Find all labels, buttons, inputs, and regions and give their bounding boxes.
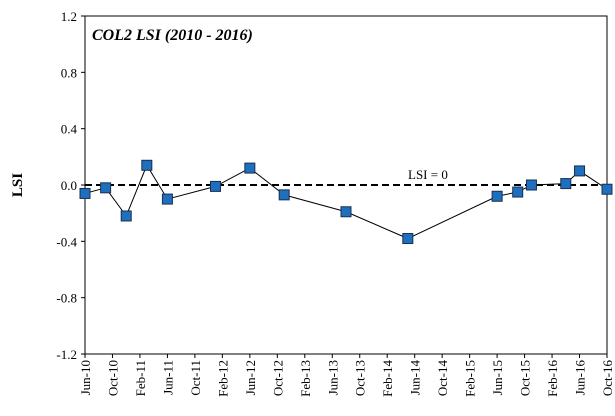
series-line (84, 164, 608, 240)
x-tick-label: Oct-16 (600, 360, 615, 397)
x-tick-label: Oct-10 (105, 360, 120, 396)
y-tick-label: 0.0 (61, 178, 77, 193)
x-tick-label: Feb-11 (133, 360, 148, 396)
y-tick-label: 0.4 (61, 122, 78, 137)
marker (161, 193, 173, 205)
x-tick-label: Jun-13 (325, 360, 340, 395)
y-tick-label: 0.8 (61, 65, 77, 80)
marker (244, 162, 256, 174)
marker (525, 179, 537, 191)
x-tick-label: Jun-12 (243, 360, 258, 395)
x-tick-label: Oct-14 (435, 360, 450, 397)
y-axis-label: LSI (10, 173, 26, 197)
y-tick-label: -0.4 (56, 234, 77, 249)
x-tick-label: Jun-15 (490, 360, 505, 395)
x-tick-label: Oct-12 (270, 360, 285, 396)
reference-label: LSI = 0 (408, 167, 448, 182)
y-tick-label: -0.8 (56, 291, 77, 306)
x-tick-label: Feb-14 (380, 360, 395, 397)
x-tick-label: Feb-16 (545, 360, 560, 397)
marker (512, 186, 524, 198)
marker (141, 159, 153, 171)
marker (402, 233, 414, 245)
marker (120, 210, 132, 222)
y-tick-label: -1.2 (56, 347, 77, 362)
x-tick-label: Feb-15 (463, 360, 478, 397)
marker (601, 183, 613, 195)
marker (278, 189, 290, 201)
marker (491, 190, 503, 202)
x-tick-label: Oct-15 (518, 360, 533, 396)
marker (79, 187, 91, 199)
x-tick-label: Feb-12 (215, 360, 230, 397)
marker (560, 178, 572, 190)
x-tick-label: Jun-11 (160, 360, 175, 395)
x-tick-label: Jun-14 (408, 360, 423, 396)
marker (574, 165, 586, 177)
marker (340, 206, 352, 218)
marker (100, 182, 112, 194)
x-tick-label: Jun-16 (573, 360, 588, 396)
y-tick-label: 1.2 (61, 9, 77, 24)
marker (210, 180, 221, 192)
x-tick-label: Jun-10 (78, 360, 93, 395)
chart-title: COL2 LSI (2010 - 2016) (92, 27, 253, 44)
x-tick-label: Oct-11 (188, 360, 203, 396)
x-tick-label: Oct-13 (353, 360, 368, 396)
x-tick-label: Feb-13 (298, 360, 313, 397)
